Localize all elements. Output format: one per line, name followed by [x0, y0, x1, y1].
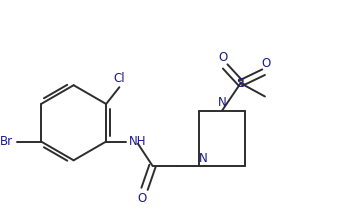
Text: S: S [236, 77, 245, 90]
Text: O: O [262, 57, 271, 69]
Text: N: N [218, 96, 226, 109]
Text: Br: Br [0, 135, 13, 148]
Text: O: O [138, 192, 147, 205]
Text: Cl: Cl [114, 72, 125, 85]
Text: N: N [199, 152, 208, 165]
Text: NH: NH [129, 135, 146, 148]
Text: O: O [219, 51, 228, 64]
